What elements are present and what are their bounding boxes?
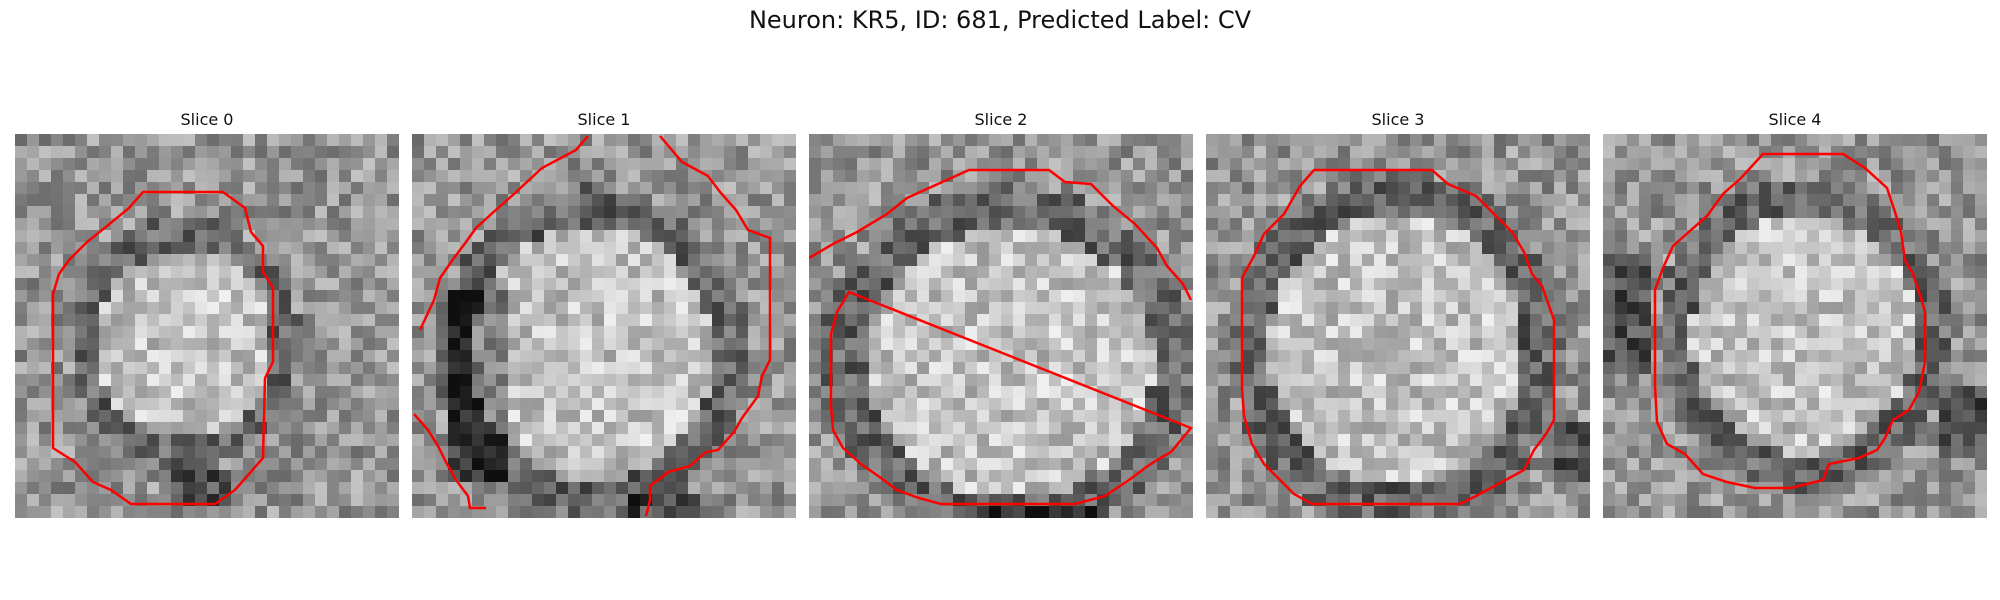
slice-2-image [809, 134, 1193, 518]
slice-1-image [412, 134, 796, 518]
grayscale-pixels [1603, 134, 1987, 518]
grayscale-pixels [15, 134, 399, 518]
slice-3-contour [1240, 168, 1556, 506]
slice-3-title: Slice 3 [1371, 110, 1425, 129]
grayscale-pixels [1206, 134, 1590, 518]
slice-2-contour [809, 168, 1193, 506]
slice-2-title: Slice 2 [974, 110, 1028, 129]
slice-0-image [15, 134, 399, 518]
slice-4-title: Slice 4 [1768, 110, 1822, 129]
slice-1-title: Slice 1 [577, 110, 631, 129]
slice-3-image [1206, 134, 1590, 518]
slice-0-canvas [15, 134, 399, 518]
slice-3-canvas [1206, 134, 1590, 518]
slice-4-canvas [1603, 134, 1987, 518]
slice-0-contour [51, 190, 275, 506]
grayscale-pixels [809, 134, 1193, 518]
grayscale-pixels [412, 134, 796, 518]
slice-1-contour [413, 135, 772, 517]
slice-4-contour [1653, 152, 1927, 490]
slice-2-canvas [809, 134, 1193, 518]
slice-0-title: Slice 0 [180, 110, 234, 129]
figure-title: Neuron: KR5, ID: 681, Predicted Label: C… [748, 6, 1252, 34]
slice-1-canvas [412, 134, 796, 518]
slice-4-image [1603, 134, 1987, 518]
